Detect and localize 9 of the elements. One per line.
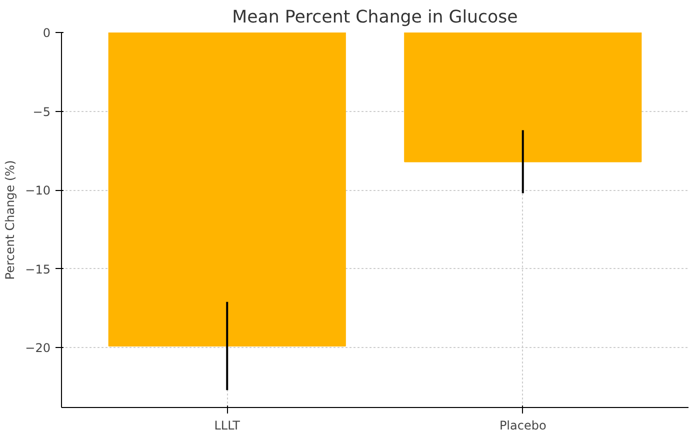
y-tick-label: 0 — [42, 26, 51, 40]
x-tick-label: Placebo — [499, 418, 546, 432]
y-tick-label: −20 — [25, 341, 51, 356]
y-tick-label: −10 — [25, 184, 51, 198]
y-axis-title: Percent Change (%) — [3, 160, 18, 280]
y-tick-label: −5 — [32, 104, 51, 119]
chart-title: Mean Percent Change in Glucose — [232, 8, 518, 28]
y-tick-label: −15 — [25, 262, 51, 276]
x-tick-label: LLLT — [214, 418, 241, 432]
